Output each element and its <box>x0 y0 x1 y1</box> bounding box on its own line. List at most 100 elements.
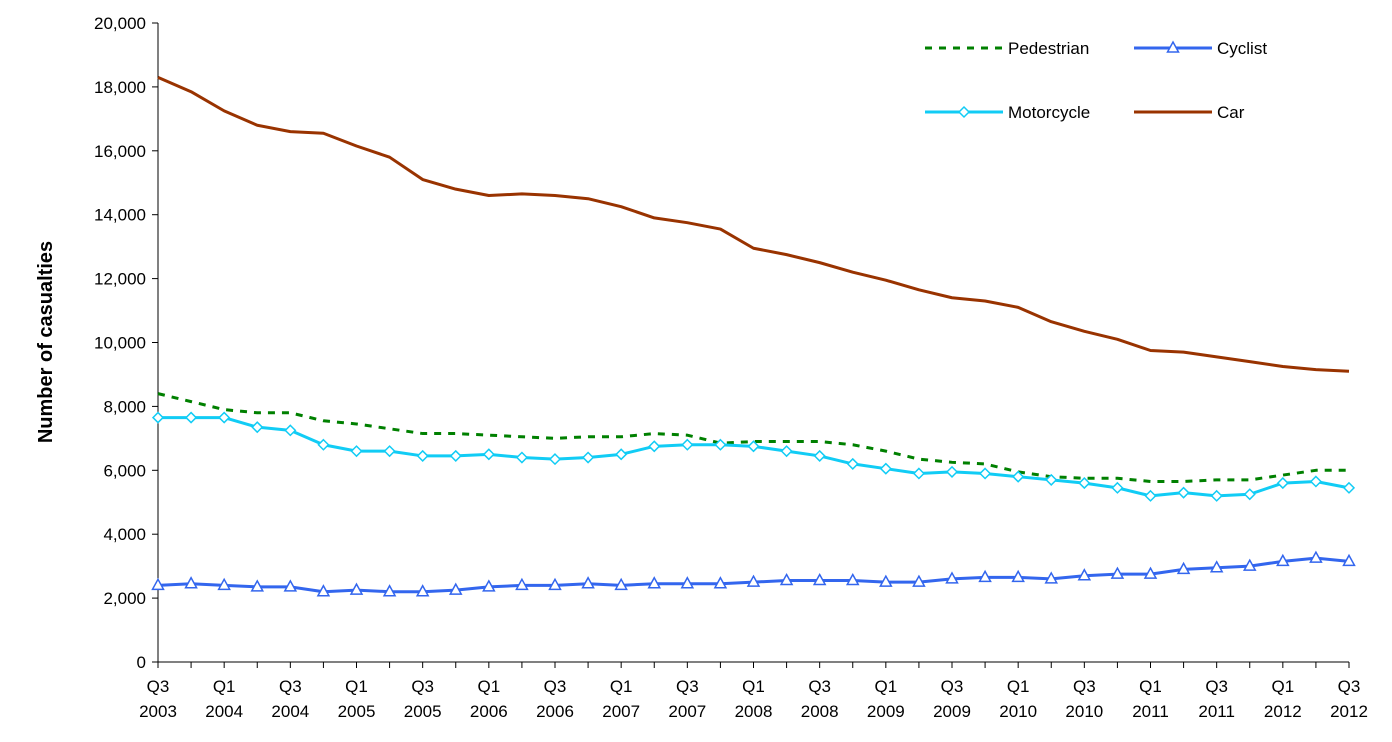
point-marker <box>746 574 761 587</box>
x-tick-label: Q1 2005 <box>338 677 376 721</box>
point-marker <box>1243 488 1256 501</box>
y-tick-label: 20,000 <box>94 14 146 33</box>
point-marker <box>349 582 364 595</box>
x-tick-label-line: 2003 <box>139 702 177 721</box>
point-marker <box>350 445 363 458</box>
x-tick-label-line: 2011 <box>1132 702 1169 721</box>
y-tick-label: 16,000 <box>94 142 146 161</box>
point-marker <box>812 572 827 586</box>
x-tick-label-line: 2010 <box>999 702 1037 721</box>
point-marker <box>1276 477 1289 490</box>
x-tick-label-line: 2008 <box>801 702 839 721</box>
x-tick-label-line: Q1 <box>1271 677 1294 696</box>
x-tick-label: Q3 2012 <box>1330 677 1368 721</box>
x-tick-label-line: Q3 <box>411 677 434 696</box>
y-tick-label: 12,000 <box>94 270 146 289</box>
point-marker <box>317 438 330 451</box>
point-marker <box>151 411 165 424</box>
y-axis-label: Number of casualties <box>35 241 57 443</box>
point-marker <box>581 576 595 589</box>
point-marker <box>1210 489 1223 502</box>
y-tick-label: 8,000 <box>103 397 146 416</box>
point-marker <box>217 577 231 591</box>
x-tick-label-line: 2009 <box>867 702 905 721</box>
x-tick-label-line: Q3 <box>279 677 302 696</box>
point-marker <box>813 449 826 462</box>
x-tick-label-line: 2006 <box>536 702 574 721</box>
x-tick-label: Q1 2011 <box>1132 677 1169 721</box>
x-tick-label-line: Q1 <box>742 677 765 696</box>
x-tick-label-line: Q1 <box>874 677 897 696</box>
x-tick-label: Q3 2010 <box>1065 677 1103 721</box>
x-tick-label: Q3 2008 <box>801 677 839 721</box>
point-marker <box>482 579 496 592</box>
point-marker <box>1044 571 1059 584</box>
x-tick-label-line: 2007 <box>602 702 640 721</box>
x-tick-label: Q3 2011 <box>1198 677 1235 721</box>
y-tick-label: 2,000 <box>103 589 146 608</box>
point-marker <box>1077 568 1092 581</box>
x-tick-label: Q3 2005 <box>404 677 442 721</box>
point-marker <box>284 424 297 437</box>
point-marker <box>218 411 231 424</box>
x-tick-label-line: 2006 <box>470 702 508 721</box>
series-line <box>157 75 1350 373</box>
point-marker <box>846 457 859 470</box>
point-marker <box>615 448 628 461</box>
point-marker <box>1276 553 1290 567</box>
point-marker <box>713 576 728 589</box>
point-marker <box>1011 569 1025 583</box>
x-tick-label-line: 2010 <box>1065 702 1103 721</box>
x-tick-label: Q1 2006 <box>470 677 508 721</box>
x-tick-label: Q3 2004 <box>271 677 309 721</box>
point-marker <box>1111 481 1124 494</box>
point-marker <box>416 449 429 462</box>
y-tick-label: 10,000 <box>94 334 146 353</box>
point-marker <box>382 584 397 597</box>
point-marker <box>1342 553 1356 567</box>
point-marker <box>151 577 165 591</box>
point-marker <box>582 451 595 464</box>
series-line <box>158 416 1350 498</box>
point-marker <box>714 438 727 451</box>
point-marker <box>1143 566 1158 579</box>
point-marker <box>945 571 959 584</box>
y-tick-label: 18,000 <box>94 78 146 97</box>
x-tick-label: Q1 2008 <box>735 677 773 721</box>
point-marker <box>1110 566 1125 579</box>
x-tick-label-line: Q1 <box>1007 677 1030 696</box>
x-tick-label-line: Q1 <box>610 677 633 696</box>
point-marker <box>250 579 265 592</box>
legend-label: Pedestrian <box>1008 39 1089 58</box>
point-marker <box>448 582 463 595</box>
legend-label: Cyclist <box>1217 39 1267 58</box>
point-marker <box>957 105 971 119</box>
point-marker <box>879 574 893 587</box>
series-line <box>157 392 1349 483</box>
point-marker <box>1144 489 1157 502</box>
point-marker <box>515 577 529 591</box>
point-marker <box>1177 486 1190 499</box>
point-marker <box>779 572 794 586</box>
legend-label: Car <box>1217 103 1245 122</box>
point-marker <box>1342 481 1356 494</box>
point-marker <box>780 445 793 458</box>
x-tick-label-line: Q3 <box>676 677 699 696</box>
legend-label: Motorcycle <box>1008 103 1090 122</box>
x-tick-label: Q1 2012 <box>1264 677 1302 721</box>
x-tick-label-line: 2009 <box>933 702 971 721</box>
x-tick-label: Q1 2010 <box>999 677 1037 721</box>
point-marker <box>845 572 860 586</box>
point-marker <box>879 462 892 475</box>
x-tick-label-line: 2004 <box>205 702 243 721</box>
point-marker <box>979 467 992 480</box>
x-tick-label: Q3 2009 <box>933 677 971 721</box>
point-marker <box>283 579 298 592</box>
x-tick-label-line: 2005 <box>404 702 442 721</box>
point-marker <box>316 584 331 597</box>
point-marker <box>912 574 926 587</box>
x-tick-label-line: Q1 <box>477 677 500 696</box>
y-tick-label: 6,000 <box>103 461 146 480</box>
point-marker <box>614 577 628 591</box>
x-tick-label-line: Q3 <box>544 677 567 696</box>
